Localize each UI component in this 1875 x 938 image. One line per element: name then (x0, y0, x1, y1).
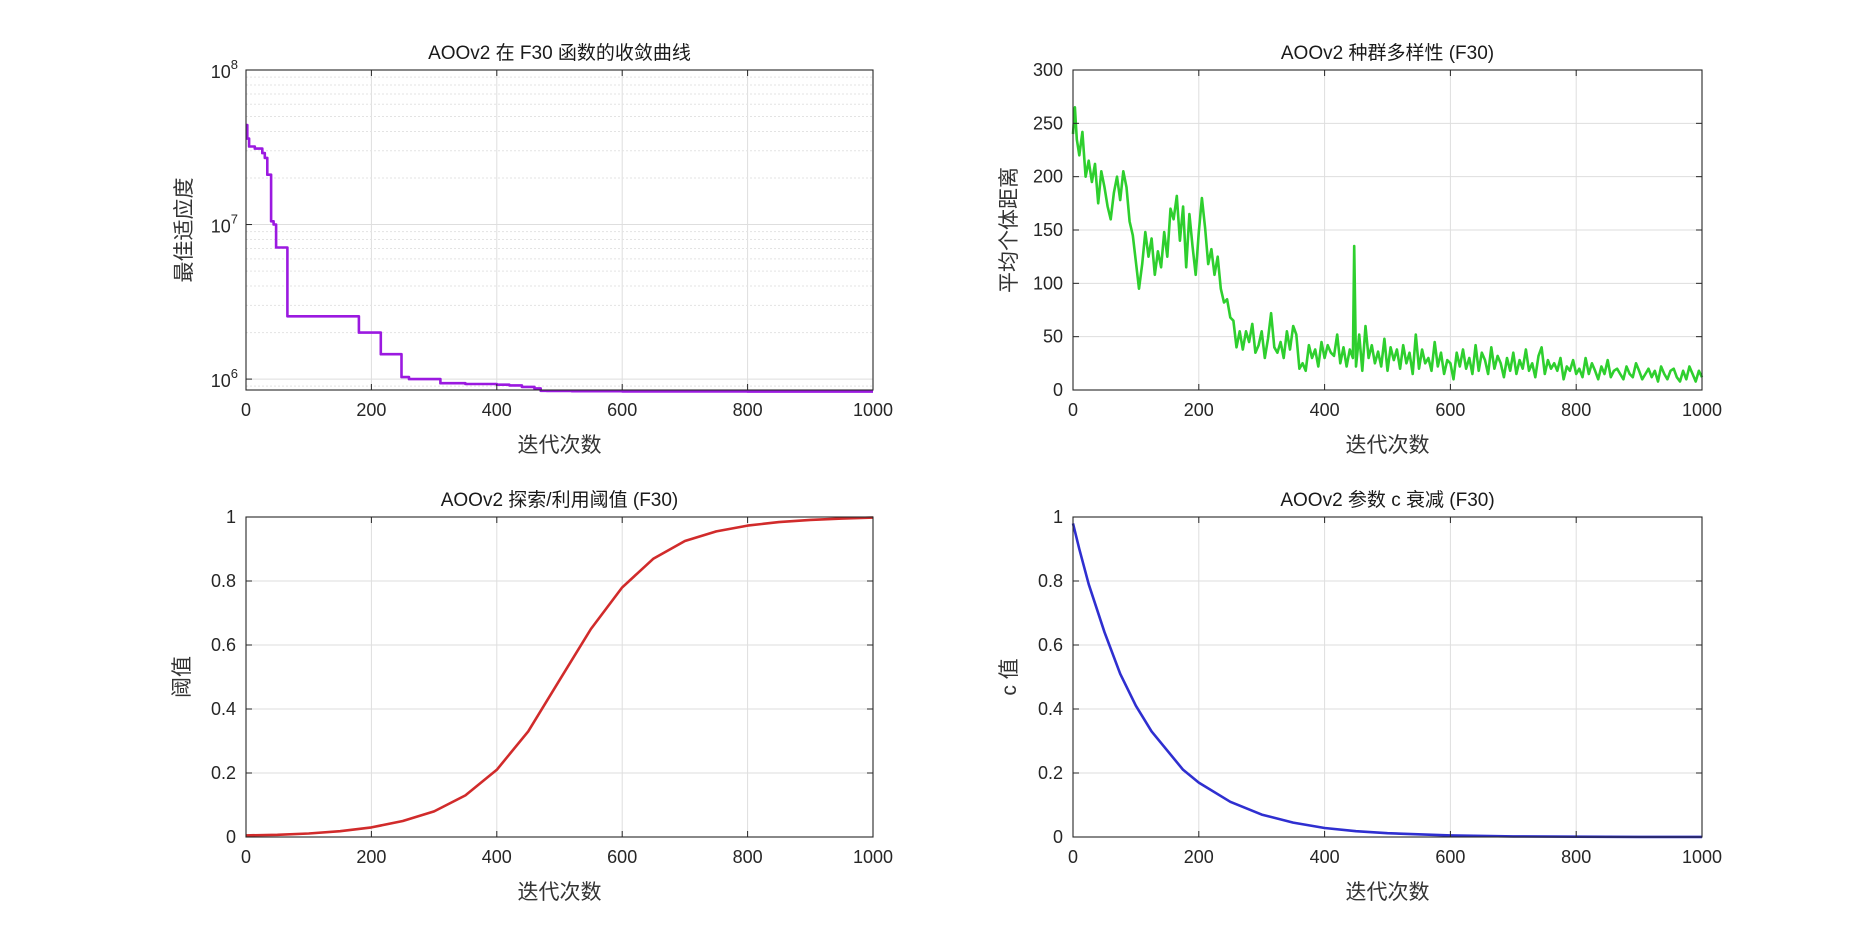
x-tick-label: 400 (1310, 400, 1340, 420)
x-tick-label: 600 (1435, 847, 1465, 867)
x-tick-label: 200 (356, 400, 386, 420)
x-tick-label: 600 (607, 847, 637, 867)
series-line (245, 516, 874, 837)
y-tick-label: 0.2 (1038, 763, 1063, 783)
axes-frame (1072, 516, 1703, 838)
grid (245, 516, 874, 838)
x-tick-label: 200 (356, 847, 386, 867)
chart-title: AOOv2 种群多样性 (F30) (1281, 42, 1494, 64)
x-tick-label: 1000 (1682, 400, 1722, 420)
series-line (1071, 523, 1702, 839)
grid (1072, 516, 1703, 838)
chart-2: 0 200 400 600 800 1000 0 50 100 150 200 250 300 AOOv2… (998, 42, 1722, 457)
chart-title: AOOv2 参数 c 衰减 (F30) (1280, 489, 1494, 511)
y-tick-label: 106 (211, 366, 238, 391)
x-tick-label: 400 (1310, 847, 1340, 867)
y-tick-label: 1 (226, 507, 236, 527)
chart-4: 0 200 400 600 800 1000 0 0.2 0.4 0.6 0.8 1 AOOv2 参数 … (998, 489, 1722, 904)
x-tick-label: 1000 (853, 847, 893, 867)
x-axis-label: 迭代次数 (1346, 881, 1430, 904)
x-tick-label: 400 (482, 847, 512, 867)
x-axis-label: 迭代次数 (518, 881, 602, 904)
y-tick-label: 0 (1053, 380, 1063, 400)
x-tick-label: 0 (1068, 847, 1078, 867)
chart-3: 0 200 400 600 800 1000 0 0.2 0.4 0.6 0.8 1 AOOv2 探索/… (171, 489, 893, 904)
axes-frame (245, 69, 874, 391)
y-tick-label: 0.2 (211, 763, 236, 783)
chart-title: AOOv2 在 F30 函数的收敛曲线 (428, 42, 691, 64)
x-tick-label: 200 (1184, 400, 1214, 420)
series-line (1071, 106, 1704, 383)
x-tick-label: 0 (1068, 400, 1078, 420)
x-tick-label: 800 (733, 847, 763, 867)
y-tick-label: 200 (1033, 167, 1063, 187)
x-axis-label: 迭代次数 (518, 434, 602, 457)
x-tick-label: 200 (1184, 847, 1214, 867)
y-tick-label: 100 (1033, 273, 1063, 293)
chart-1: 0 200 400 600 800 1000 106 107 108 AOOv2 在 F30 函数… (173, 42, 893, 457)
y-tick-label: 250 (1033, 113, 1063, 133)
x-tick-label: 600 (1435, 400, 1465, 420)
grid (1072, 69, 1703, 391)
x-tick-label: 1000 (853, 400, 893, 420)
x-tick-label: 800 (1561, 400, 1591, 420)
x-tick-label: 600 (607, 400, 637, 420)
grid (245, 69, 874, 390)
y-tick-label: 0.8 (1038, 571, 1063, 591)
x-tick-label: 800 (1561, 847, 1591, 867)
y-tick-label: 300 (1033, 60, 1063, 80)
y-tick-label: 0 (1053, 827, 1063, 847)
y-axis-label: 平均个体距离 (998, 167, 1021, 293)
x-tick-label: 1000 (1682, 847, 1722, 867)
x-tick-label: 0 (241, 847, 251, 867)
y-tick-label: 150 (1033, 220, 1063, 240)
y-axis-label: 最佳适应度 (173, 178, 196, 283)
x-tick-label: 400 (482, 400, 512, 420)
y-tick-label: 0.4 (1038, 699, 1063, 719)
y-tick-label: 108 (211, 57, 238, 82)
y-tick-label: 1 (1053, 507, 1063, 527)
x-axis-label: 迭代次数 (1346, 434, 1430, 457)
y-axis-label: c 值 (998, 658, 1021, 695)
x-tick-label: 800 (733, 400, 763, 420)
y-tick-label: 50 (1043, 327, 1063, 347)
y-axis-label: 阈值 (171, 656, 194, 698)
y-tick-label: 0.4 (211, 699, 236, 719)
x-tick-label: 0 (241, 400, 251, 420)
y-tick-label: 0.8 (211, 571, 236, 591)
y-tick-label: 107 (211, 212, 238, 237)
y-tick-label: 0.6 (1038, 635, 1063, 655)
chart-title: AOOv2 探索/利用阈值 (F30) (441, 489, 679, 511)
axes-frame (245, 516, 874, 838)
series-line (246, 123, 873, 393)
y-tick-label: 0 (226, 827, 236, 847)
y-tick-label: 0.6 (211, 635, 236, 655)
